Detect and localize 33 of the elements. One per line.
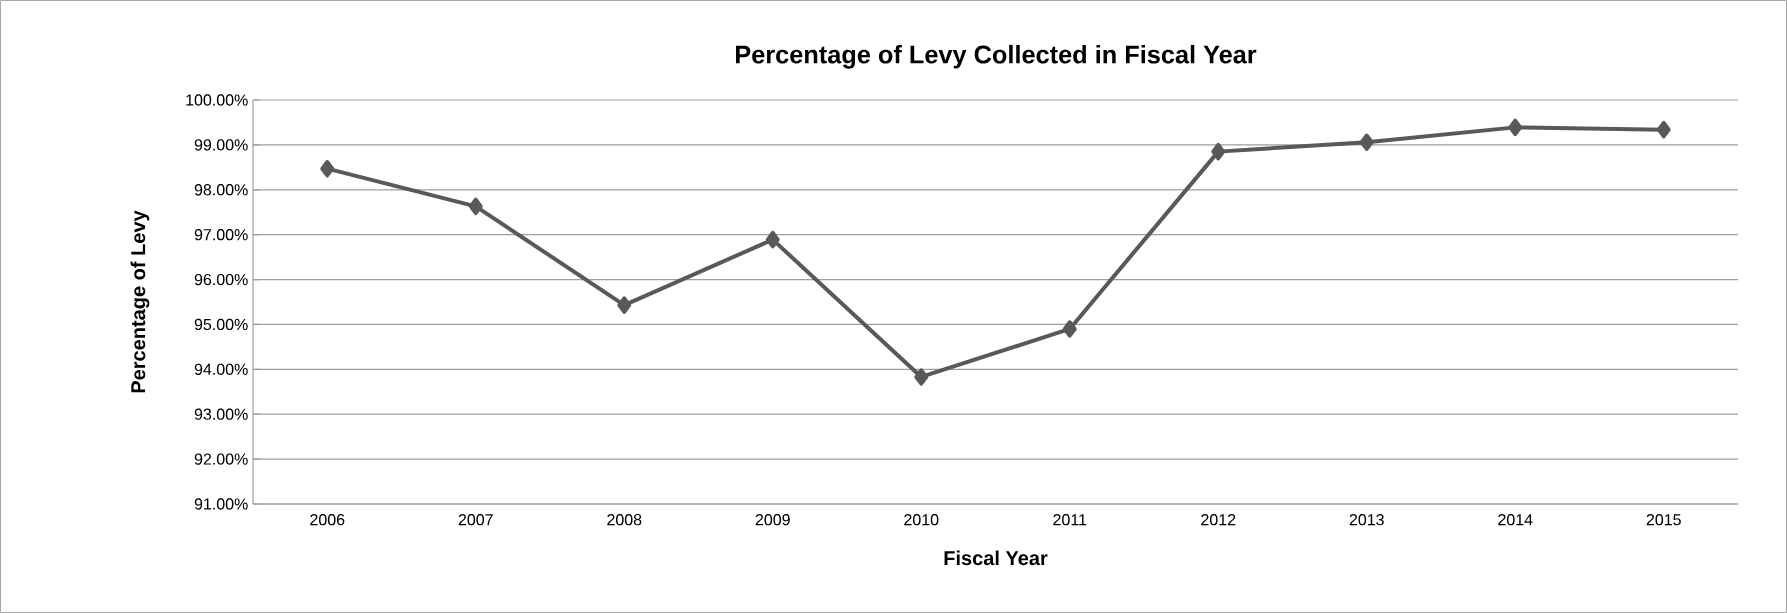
point bbox=[468, 197, 483, 216]
y-tick-label: 92.00% bbox=[194, 453, 248, 465]
x-tick-label: 2006 bbox=[310, 514, 345, 526]
x-tick-label: 2014 bbox=[1498, 514, 1533, 526]
point bbox=[914, 368, 929, 386]
x-tick-label: 2008 bbox=[607, 514, 642, 526]
x-tick-label: 2009 bbox=[755, 514, 790, 526]
x-tick-label: 2011 bbox=[1053, 514, 1087, 526]
y-tick-label: 95.00% bbox=[194, 318, 248, 331]
point bbox=[1211, 142, 1226, 161]
y-tick-label: 100.00% bbox=[186, 94, 248, 106]
x-tick-label: 2013 bbox=[1349, 514, 1384, 526]
chart-title: Percentage of Levy Collected in Fiscal Year bbox=[736, 44, 1257, 69]
y-tick-label: 99.00% bbox=[194, 139, 248, 151]
point bbox=[1359, 133, 1374, 151]
point bbox=[320, 160, 335, 178]
point bbox=[765, 230, 780, 249]
y-tick-label: 97.00% bbox=[194, 229, 248, 241]
x-tick-label: 2010 bbox=[904, 514, 939, 526]
x-axis-title: Fiscal Year bbox=[944, 550, 1048, 566]
y-tick-label: 91.00% bbox=[194, 498, 248, 510]
point bbox=[617, 296, 632, 314]
y-tick-label: 94.00% bbox=[194, 363, 248, 375]
x-tick-label: 2012 bbox=[1201, 514, 1236, 526]
y-tick-label: 93.00% bbox=[194, 408, 248, 420]
point bbox=[1062, 320, 1077, 338]
point bbox=[1656, 120, 1671, 139]
y-axis-title: Percentage of Levy bbox=[130, 210, 150, 393]
x-tick-label: 2015 bbox=[1646, 514, 1681, 526]
x-tick-label: 2007 bbox=[458, 514, 493, 526]
y-tick-label: 96.00% bbox=[194, 273, 248, 286]
point bbox=[1508, 118, 1523, 137]
y-tick-label: 98.00% bbox=[194, 184, 248, 196]
